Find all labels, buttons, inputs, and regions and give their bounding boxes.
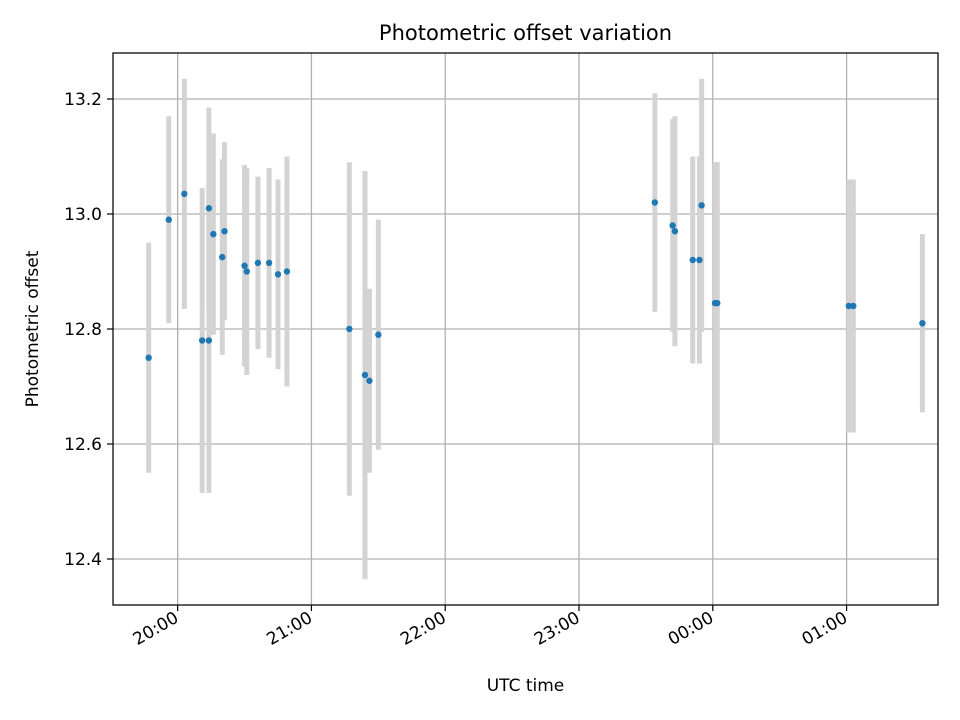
y-tick-label: 12.6: [64, 435, 102, 455]
data-point: [361, 371, 369, 379]
data-point: [669, 222, 676, 229]
y-axis: 12.4 12.6 12.8 13.0 13.2: [64, 90, 113, 570]
data-point: [651, 199, 659, 206]
data-point: [375, 331, 382, 338]
data-point: [850, 302, 857, 310]
data-point: [181, 190, 188, 198]
y-tick-label: 13.2: [64, 90, 102, 110]
data-point: [219, 253, 226, 261]
data-point: [366, 377, 373, 384]
y-axis-label: Photometric offset: [23, 250, 43, 407]
data-point: [698, 202, 705, 209]
data-point: [919, 320, 926, 327]
data-point: [714, 299, 721, 307]
y-tick-label: 12.4: [64, 550, 102, 570]
y-tick-label: 12.8: [64, 320, 102, 340]
data-point: [274, 271, 282, 278]
data-point: [845, 302, 853, 310]
data-point: [145, 354, 152, 361]
data-point: [241, 262, 248, 269]
data-point: [165, 216, 172, 223]
data-point: [254, 259, 262, 267]
chart-title: Photometric offset variation: [379, 21, 672, 45]
data-point: [210, 230, 217, 238]
x-axis-label: UTC time: [487, 676, 565, 696]
data-point: [689, 256, 696, 264]
data-point: [198, 337, 206, 344]
y-tick-label: 13.0: [64, 205, 102, 225]
data-point: [243, 268, 250, 275]
data-point: [346, 325, 353, 333]
data-point: [205, 337, 213, 344]
data-point: [696, 256, 703, 264]
data-points: [145, 190, 926, 384]
data-point: [265, 259, 273, 267]
data-point: [205, 205, 213, 212]
data-point: [283, 268, 291, 275]
data-point: [671, 228, 679, 235]
data-point: [221, 228, 228, 235]
